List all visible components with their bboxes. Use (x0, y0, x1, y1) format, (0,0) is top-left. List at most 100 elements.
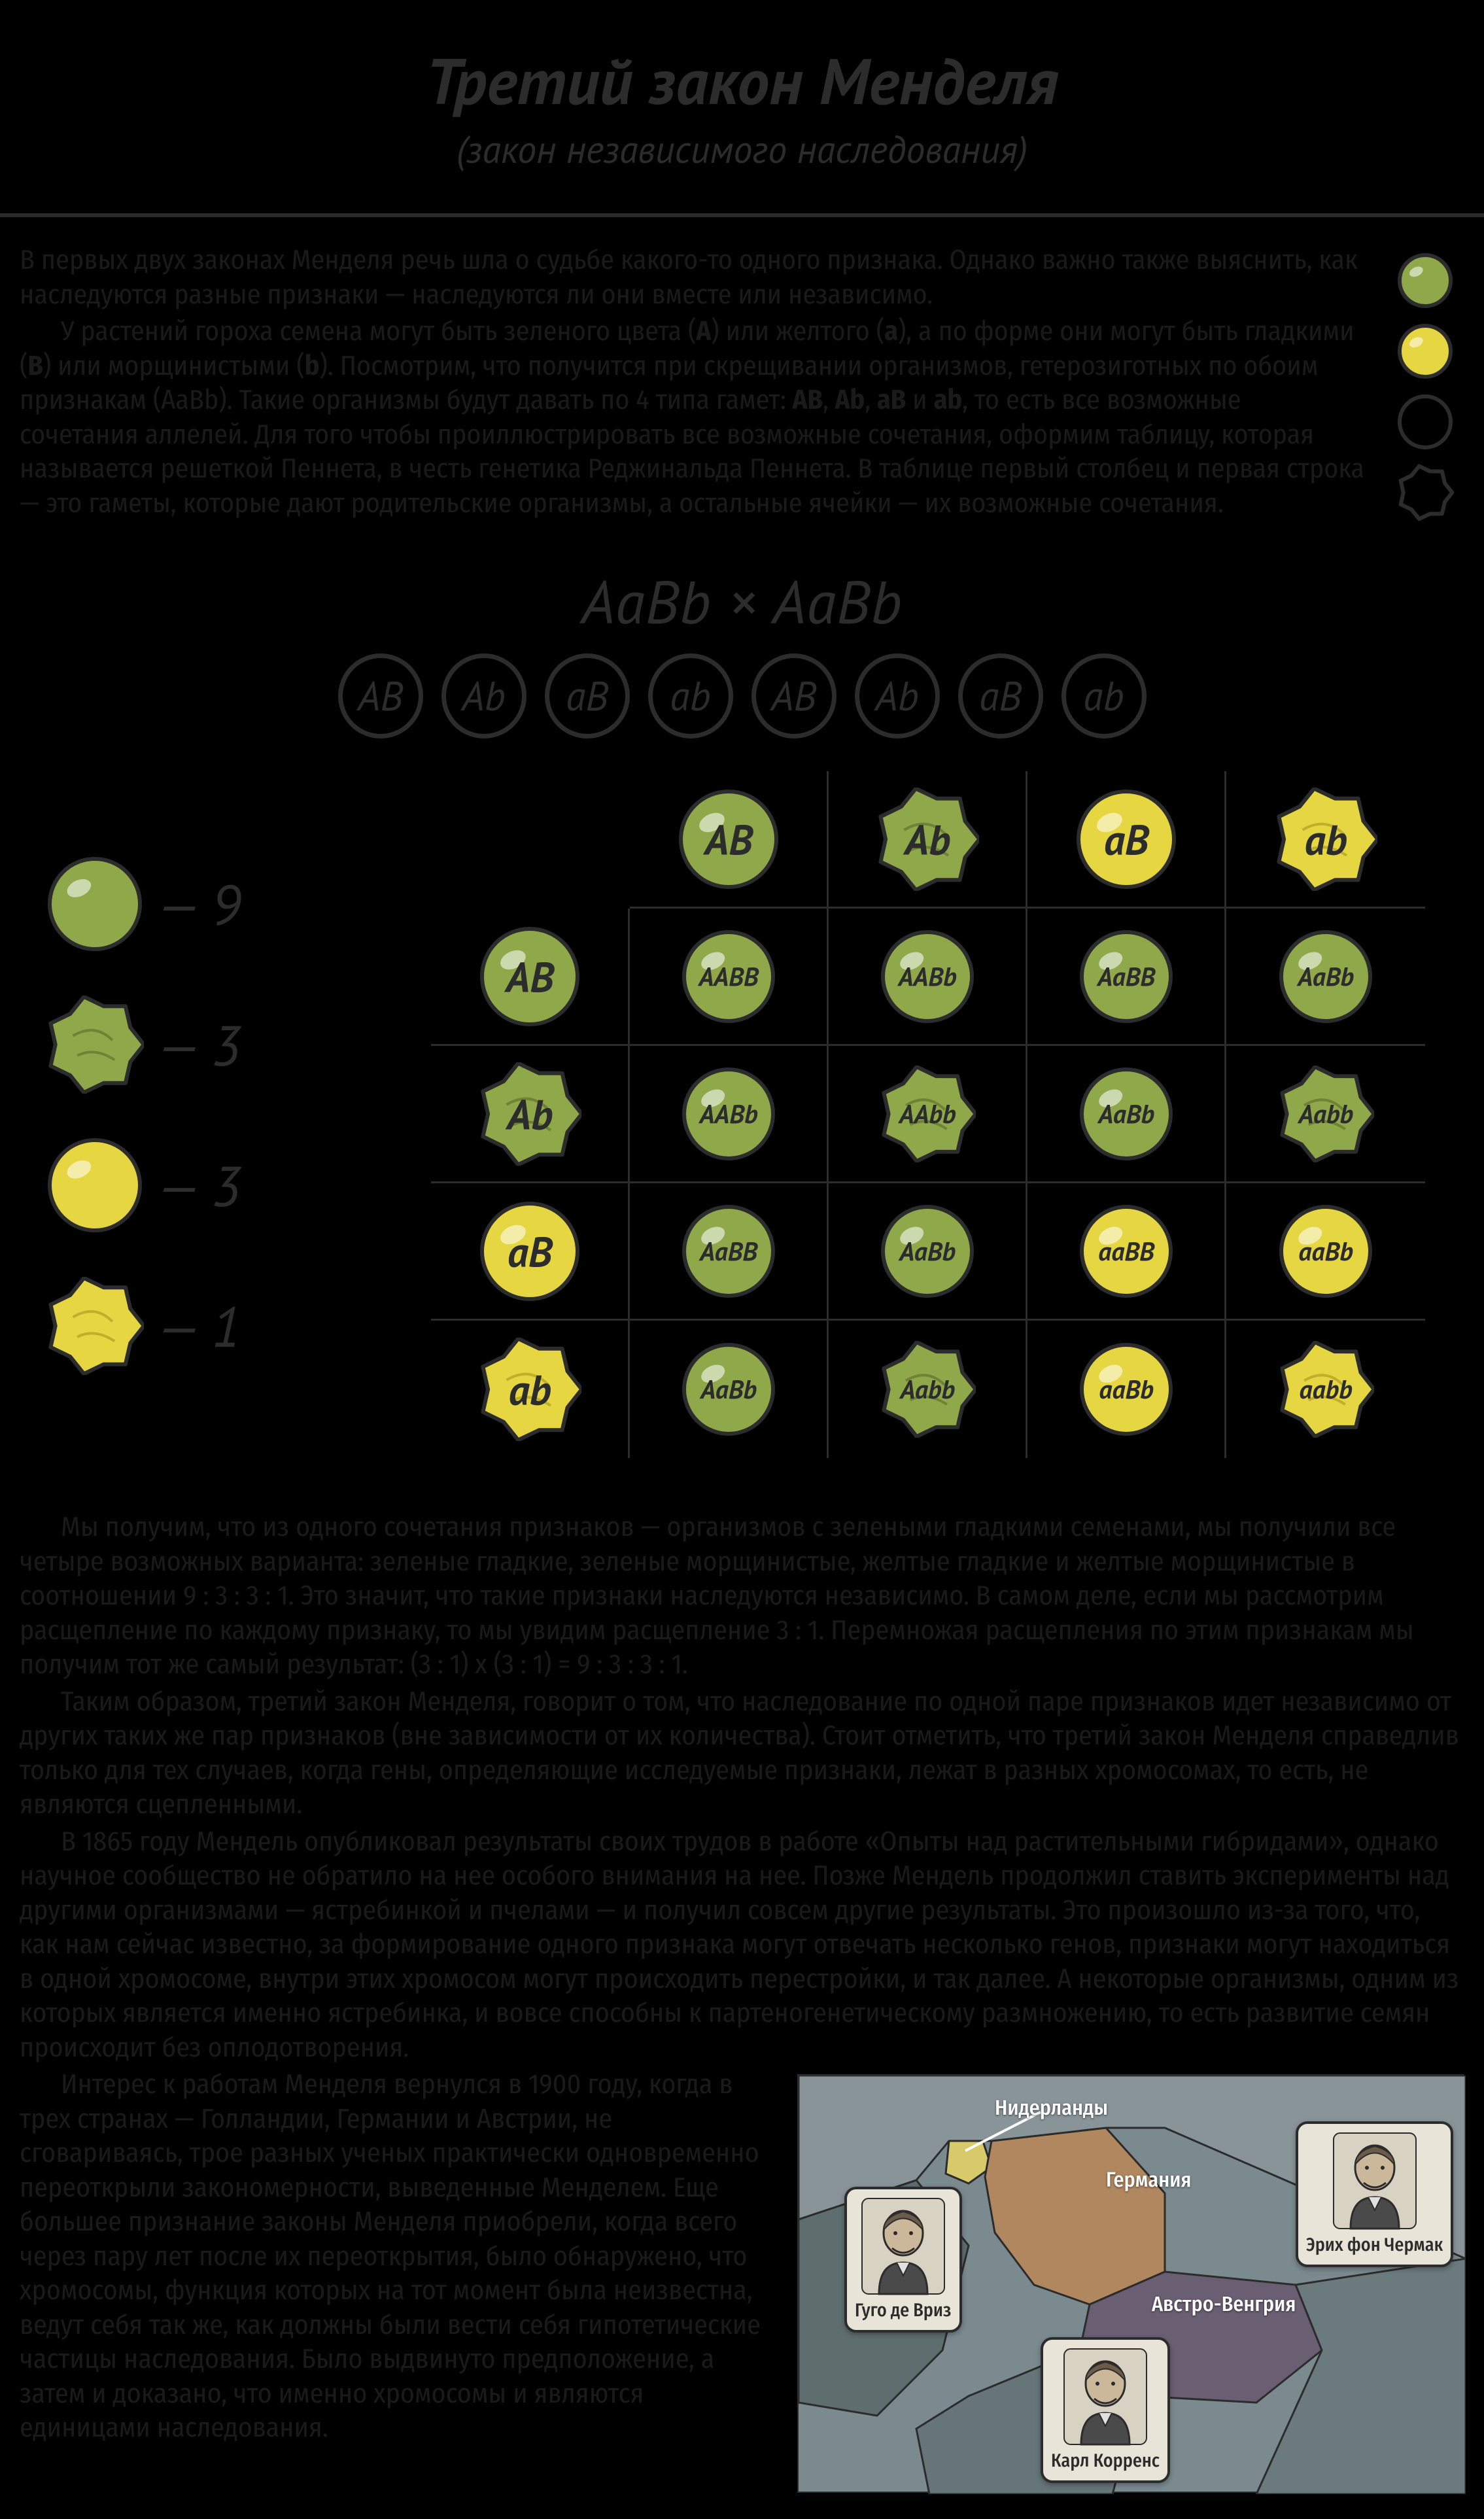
gamete-row: ABAbaBabABAbaBab (20, 653, 1464, 738)
page-root: Третий закон Менделя (закон независимого… (0, 0, 1484, 2519)
svg-text:Ab: Ab (504, 1086, 552, 1141)
green-smooth-icon (1396, 251, 1455, 310)
outline-smooth-icon (1396, 392, 1455, 451)
punnett-cell: AAbb (829, 1046, 1027, 1183)
punnett-row-header: AB (431, 909, 630, 1046)
gamete-circle: Ab (441, 653, 526, 738)
svg-text:AABb: AABb (897, 960, 957, 994)
punnett-col-header: Ab (829, 771, 1027, 909)
gamete-circle: ab (648, 653, 733, 738)
intro-p2: У растений гороха семена могут быть зеле… (20, 315, 1366, 521)
punnett-row-header: ab (431, 1321, 630, 1458)
ratio-row: — 3 (46, 1136, 241, 1234)
gamete-circle: Ab (855, 653, 940, 738)
svg-text:Ab: Ab (902, 812, 950, 866)
svg-text:ab: ab (508, 1363, 551, 1417)
green-smooth-icon (46, 855, 144, 953)
punnett-col-header: ab (1226, 771, 1425, 909)
portrait-icon (1063, 2348, 1148, 2446)
punnett-cell: AaBb (1226, 909, 1425, 1046)
intro-p1: В первых двух законах Менделя речь шла о… (20, 243, 1366, 312)
punnett-cell: aaBb (1027, 1321, 1226, 1458)
svg-text:ab: ab (1305, 812, 1347, 866)
punnett-col-header: AB (630, 771, 829, 909)
scientist-name: Гуго де Вриз (855, 2299, 952, 2322)
svg-text:AaBB: AaBB (1096, 960, 1156, 994)
svg-text:AABB: AABB (697, 960, 759, 994)
page-title: Третий закон Менделя (0, 39, 1484, 122)
yellow-smooth-icon (46, 1136, 144, 1234)
title-block: Третий закон Менделя (закон независимого… (0, 0, 1484, 194)
ratio-count: — 3 (157, 1149, 241, 1222)
svg-text:AaBb: AaBb (897, 1234, 956, 1268)
gamete-circle: aB (545, 653, 630, 738)
punnett-grid: AB Ab aB ab AB AABB AABb AaBB AaBb Ab AABb AAbb AaBb… (431, 771, 1425, 1458)
punnett-cell: aaBB (1027, 1183, 1226, 1321)
punnett-cell: AaBb (1027, 1046, 1226, 1183)
svg-text:Aabb: Aabb (1297, 1097, 1353, 1131)
yellow-smooth-icon (1396, 322, 1455, 381)
svg-text:aB: aB (507, 1224, 553, 1278)
svg-text:AAbb: AAbb (897, 1097, 956, 1131)
country-label: Германия (1106, 2167, 1192, 2193)
ratio-count: — 1 (157, 1289, 241, 1363)
svg-text:AaBb: AaBb (1296, 960, 1355, 994)
gamete-circle: aB (958, 653, 1043, 738)
green-wrinkled-icon (46, 996, 144, 1094)
punnett-corner (431, 771, 630, 909)
punnett-cell: AABb (829, 909, 1027, 1046)
page-subtitle: (закон независимого наследования) (0, 125, 1484, 174)
ratio-row: — 9 (46, 855, 241, 953)
legend-column (1386, 243, 1464, 523)
body-p1: Мы получим, что из одного сочетания приз… (20, 1510, 1464, 1682)
outline-wrinkled-icon (1396, 463, 1455, 522)
portrait-icon (861, 2197, 946, 2295)
svg-text:Aabb: Aabb (899, 1372, 955, 1406)
punnett-cell: AaBB (630, 1183, 829, 1321)
svg-text:aaBb: aaBb (1099, 1372, 1154, 1406)
svg-text:AaBb: AaBb (1096, 1097, 1154, 1131)
svg-text:AB: AB (702, 812, 753, 866)
punnett-cell: Aabb (1226, 1046, 1425, 1183)
punnett-cell: AABB (630, 909, 829, 1046)
punnett-cell: AaBb (630, 1321, 829, 1458)
ratio-count: — 9 (157, 867, 241, 941)
svg-text:AaBB: AaBB (698, 1234, 758, 1268)
body-text: Мы получим, что из одного сочетания приз… (20, 1510, 1464, 2499)
scientist-card: Гуго де Вриз (844, 2187, 962, 2333)
scientist-name: Эрих фон Чермак (1306, 2234, 1443, 2257)
punnett-row-header: Ab (431, 1046, 630, 1183)
ratio-row: — 3 (46, 996, 241, 1094)
intro-text: В первых двух законах Менделя речь шла о… (20, 243, 1366, 523)
gamete-circle: ab (1061, 653, 1147, 738)
svg-text:AaBb: AaBb (699, 1372, 757, 1406)
country-label: Австро-Венгрия (1152, 2291, 1296, 2318)
punnett-row-header: aB (431, 1183, 630, 1321)
portrait-icon (1332, 2132, 1417, 2230)
body-p2: Таким образом, третий закон Менделя, гов… (20, 1685, 1464, 1822)
svg-text:aaBB: aaBB (1098, 1234, 1155, 1268)
gamete-circle: AB (338, 653, 423, 738)
scientist-name: Карл Корренс (1051, 2450, 1160, 2473)
svg-text:aaBb: aaBb (1298, 1234, 1353, 1268)
yellow-wrinkled-icon (46, 1277, 144, 1375)
svg-text:AB: AB (504, 949, 555, 1003)
punnett-cell: Aabb (829, 1321, 1027, 1458)
ratio-count: — 3 (157, 1008, 241, 1081)
body-p3: В 1865 году Мендель опубликовал результа… (20, 1825, 1464, 2066)
map-figure: Нидерланды Германия Австро-Венгрия Гуго де… (797, 2074, 1464, 2493)
ratio-legend: — 9 — 3 — 3 — 1 (20, 855, 241, 1375)
map-region-germany (985, 2128, 1165, 2304)
intro-block: В первых двух законах Менделя речь шла о… (20, 243, 1464, 523)
punnett-cell: aaBb (1226, 1183, 1425, 1321)
punnett-cell: aabb (1226, 1321, 1425, 1458)
punnett-cell: AABb (630, 1046, 829, 1183)
punnett-cell: AaBb (829, 1183, 1027, 1321)
cross-heading: AaBb × AaBb (20, 563, 1464, 640)
punnett-area: — 9— 3— 3— 1 ABAbaBabABAABBAABbAaBBAaBbA… (20, 771, 1464, 1458)
punnett-col-header: aB (1027, 771, 1226, 909)
country-label: Нидерланды (995, 2095, 1108, 2121)
punnett-cell: AaBB (1027, 909, 1226, 1046)
svg-text:AABb: AABb (698, 1097, 758, 1131)
svg-text:aabb: aabb (1299, 1372, 1353, 1406)
